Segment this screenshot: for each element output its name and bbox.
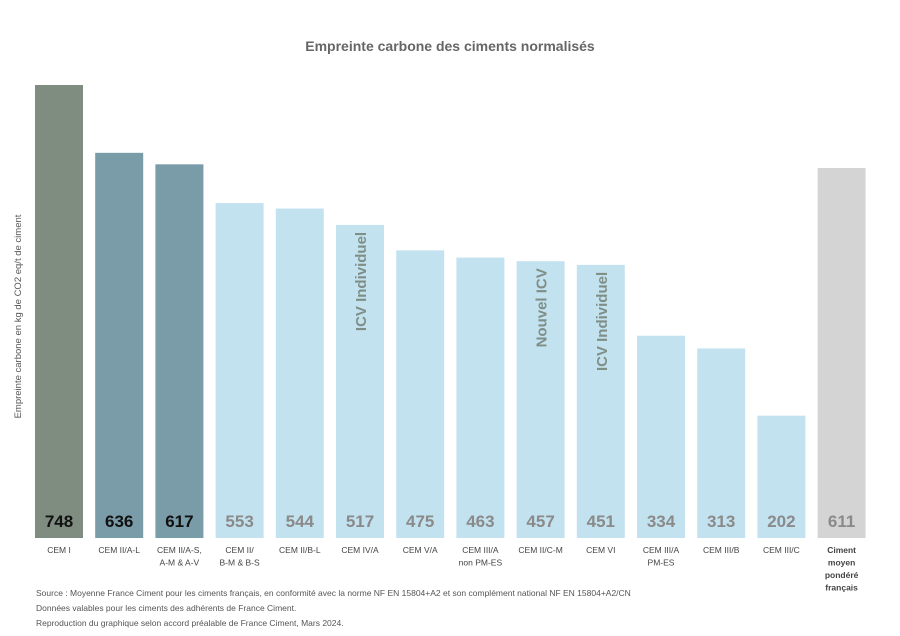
category-label: CEM II/C-M — [518, 545, 562, 555]
data-validity-note: Données valables pour les ciments des ad… — [36, 603, 297, 613]
category-label: CEM III/A non PM-ES — [459, 545, 503, 568]
bar — [396, 250, 445, 538]
bar-value-label: 636 — [105, 512, 133, 531]
bar-value-label: 748 — [45, 512, 73, 531]
category-label: CEM IV/A — [341, 545, 379, 555]
bar — [697, 348, 746, 538]
bar — [576, 264, 625, 538]
source-note: Source : Moyenne France Ciment pour les … — [36, 588, 631, 598]
category-label: CEM III/C — [763, 545, 800, 555]
bar-value-label: 451 — [587, 512, 615, 531]
bar — [456, 257, 505, 538]
bar-annotation: Nouvel ICV — [534, 268, 551, 347]
chart-title: Empreinte carbone des ciments normalisés — [305, 38, 595, 54]
bar-value-label: 611 — [828, 512, 855, 531]
bar-value-label: 617 — [165, 512, 193, 531]
bar-value-label: 457 — [526, 512, 554, 531]
bar — [275, 208, 324, 538]
category-label: CEM II/B-M & B-S — [220, 545, 260, 568]
y-axis-label: Empreinte carbone en kg de CO2 eq/t de c… — [13, 214, 24, 418]
bar-value-label: 475 — [406, 512, 434, 531]
bar-value-label: 553 — [225, 512, 253, 531]
category-label: Ciment moyen pondéré français — [825, 545, 859, 593]
bar-value-label: 202 — [767, 512, 795, 531]
category-label: CEM III/A PM-ES — [643, 545, 680, 568]
category-label: CEM II/B-L — [279, 545, 321, 555]
bar — [95, 152, 144, 539]
bar-value-label: 517 — [346, 512, 374, 531]
category-label: CEM VI — [586, 545, 615, 555]
bar — [817, 167, 866, 539]
bar-value-label: 544 — [286, 512, 315, 531]
bar-value-label: 313 — [707, 512, 735, 531]
bar-value-label: 463 — [466, 512, 494, 531]
bar — [637, 335, 685, 538]
bar — [757, 415, 806, 538]
bar-annotation: ICV Individuel — [353, 232, 370, 331]
bar — [516, 261, 565, 538]
bar — [35, 85, 83, 538]
category-label: CEM V/A — [403, 545, 438, 555]
reproduction-note: Reproduction du graphique selon accord p… — [36, 618, 344, 628]
bar-annotation: ICV Individuel — [594, 272, 611, 371]
bar — [336, 224, 384, 538]
category-label: CEM II/A-L — [98, 545, 140, 555]
category-label: CEM II/A-S, A-M & A-V — [157, 545, 202, 568]
bar — [155, 164, 204, 538]
category-label: CEM III/B — [703, 545, 740, 555]
bar-value-label: 334 — [647, 512, 676, 531]
category-label: CEM I — [47, 545, 71, 555]
bar — [215, 203, 264, 539]
